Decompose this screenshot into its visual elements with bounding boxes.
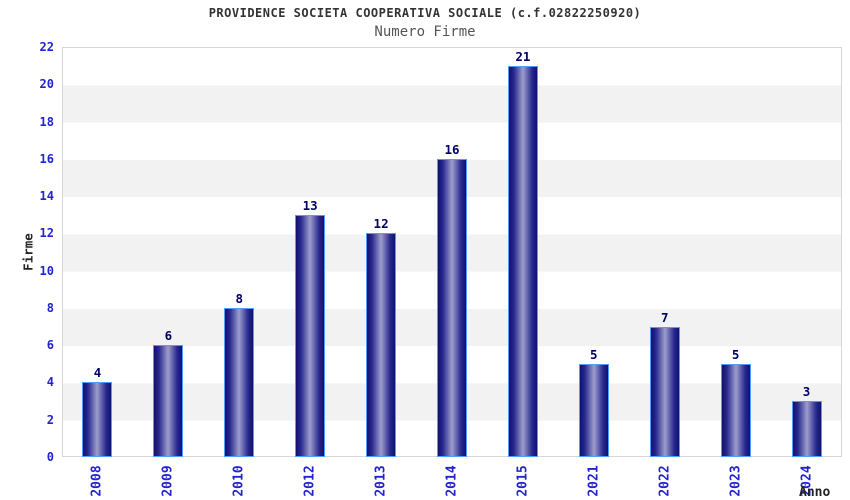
x-tick-label: 2013 [373, 465, 389, 497]
x-axis-label: Anno [799, 485, 831, 500]
x-tick-label: 2010 [231, 465, 247, 497]
y-tick-label: 12 [39, 226, 54, 241]
bar [153, 345, 184, 457]
bar [366, 233, 397, 457]
y-tick-label: 20 [39, 77, 54, 92]
chart-title: PROVIDENCE SOCIETA COOPERATIVA SOCIALE (… [208, 6, 642, 20]
bar [649, 326, 680, 457]
bar-value-label: 16 [444, 141, 460, 157]
y-axis-label: Firme [20, 233, 36, 271]
bar [295, 214, 326, 457]
bar-value-label: 7 [660, 309, 669, 325]
chart-subtitle: Numero Firme [374, 24, 476, 40]
y-tick-label: 8 [46, 300, 54, 315]
x-tick-label: 2022 [657, 465, 673, 497]
y-tick-label: 10 [39, 263, 54, 278]
bar-value-label: 4 [93, 365, 102, 381]
bar-value-label: 13 [302, 197, 318, 213]
bar [437, 158, 467, 457]
x-tick-label: 2015 [515, 465, 531, 497]
y-tick-label: 4 [46, 375, 54, 390]
bar-value-label: 5 [731, 346, 740, 362]
y-tick-label: 22 [39, 40, 54, 54]
bar-value-label: 21 [515, 48, 531, 64]
bar [224, 307, 255, 457]
y-tick-label: 6 [46, 338, 54, 353]
y-tick-label: 0 [46, 450, 54, 464]
bar-value-label: 12 [373, 216, 389, 232]
x-tick-label: 2023 [728, 465, 744, 497]
bar [791, 401, 822, 457]
bar [578, 363, 609, 457]
bar-value-label: 6 [164, 328, 173, 344]
y-tick-label: 16 [39, 151, 54, 166]
x-tick-label: 2012 [302, 465, 318, 497]
x-tick-label: 2021 [586, 465, 602, 497]
x-tick-label: 2008 [89, 465, 105, 497]
y-tick-label: 18 [39, 114, 54, 129]
x-tick-label: 2014 [444, 465, 460, 497]
bar [82, 382, 113, 457]
bar-value-label: 8 [235, 290, 244, 306]
bar-value-label: 5 [590, 346, 598, 362]
y-tick-label: 2 [46, 412, 54, 427]
bar-value-label: 3 [802, 384, 811, 400]
x-tick-label: 2009 [160, 465, 176, 497]
y-tick-label: 14 [39, 189, 54, 204]
bar [507, 65, 538, 457]
bar [720, 363, 751, 457]
